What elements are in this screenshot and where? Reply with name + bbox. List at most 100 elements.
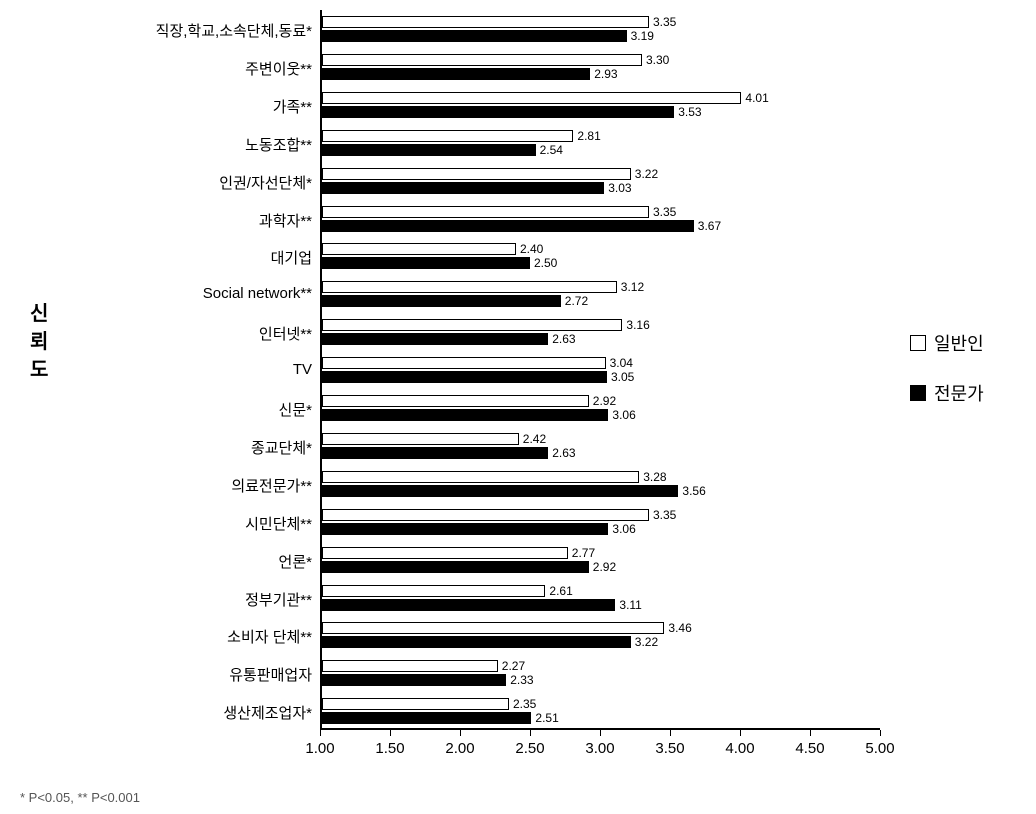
value-label-expert: 3.53 xyxy=(678,106,701,118)
value-label-general: 2.81 xyxy=(577,130,600,142)
category-label: 정부기관** xyxy=(245,589,312,610)
bar-expert xyxy=(322,333,548,345)
value-label-general: 2.77 xyxy=(572,547,595,559)
category-label: 언론* xyxy=(279,551,312,572)
bar-general xyxy=(322,357,606,369)
value-label-general: 2.35 xyxy=(513,698,536,710)
category-label: Social network** xyxy=(203,285,312,302)
bar-expert xyxy=(322,561,589,573)
x-tick-label: 5.00 xyxy=(865,740,894,757)
bar-expert xyxy=(322,68,590,80)
bar-expert xyxy=(322,144,536,156)
legend: 일반인전문가 xyxy=(910,330,984,430)
x-tick xyxy=(670,730,671,736)
value-label-expert: 2.33 xyxy=(510,674,533,686)
value-label-expert: 2.54 xyxy=(540,144,563,156)
bar-general xyxy=(322,395,589,407)
bar-general xyxy=(322,92,741,104)
value-label-general: 3.04 xyxy=(610,357,633,369)
category-label: 신문* xyxy=(279,399,312,420)
bar-expert xyxy=(322,220,694,232)
bar-general xyxy=(322,660,498,672)
category-label: 종교단체* xyxy=(251,437,312,458)
bar-expert xyxy=(322,712,531,724)
bar-expert xyxy=(322,447,548,459)
category-label: 노동조합** xyxy=(245,134,312,155)
bar-expert xyxy=(322,636,631,648)
x-tick-label: 3.00 xyxy=(585,740,614,757)
bar-general xyxy=(322,585,545,597)
value-label-expert: 2.72 xyxy=(565,295,588,307)
value-label-general: 2.40 xyxy=(520,243,543,255)
value-label-general: 3.16 xyxy=(626,319,649,331)
legend-label: 전문가 xyxy=(934,380,984,406)
footnote: * P<0.05, ** P<0.001 xyxy=(20,790,140,805)
value-label-expert: 2.63 xyxy=(552,447,575,459)
bar-expert xyxy=(322,182,604,194)
category-label: TV xyxy=(293,361,312,378)
value-label-expert: 2.63 xyxy=(552,333,575,345)
x-tick-label: 1.50 xyxy=(375,740,404,757)
bar-general xyxy=(322,433,519,445)
value-label-general: 3.30 xyxy=(646,54,669,66)
x-tick-label: 3.50 xyxy=(655,740,684,757)
category-label: 유통판매업자 xyxy=(229,664,312,685)
bar-general xyxy=(322,54,642,66)
value-label-expert: 3.11 xyxy=(619,599,641,611)
value-label-expert: 2.92 xyxy=(593,561,616,573)
value-label-general: 3.35 xyxy=(653,16,676,28)
x-tick xyxy=(530,730,531,736)
value-label-general: 2.92 xyxy=(593,395,616,407)
value-label-expert: 3.19 xyxy=(631,30,654,42)
bar-general xyxy=(322,622,664,634)
category-label: 시민단체** xyxy=(245,513,312,534)
category-label: 소비자 단체** xyxy=(227,626,312,647)
value-label-expert: 2.51 xyxy=(535,712,558,724)
legend-swatch xyxy=(910,385,926,401)
x-tick xyxy=(600,730,601,736)
value-label-general: 2.27 xyxy=(502,660,525,672)
value-label-general: 3.28 xyxy=(643,471,666,483)
bar-general xyxy=(322,130,573,142)
bar-expert xyxy=(322,599,615,611)
bar-general xyxy=(322,698,509,710)
value-label-expert: 3.06 xyxy=(612,409,635,421)
bar-expert xyxy=(322,30,627,42)
value-label-general: 2.42 xyxy=(523,433,546,445)
legend-item: 전문가 xyxy=(910,380,984,406)
category-label: 생산제조업자* xyxy=(223,702,312,723)
value-label-expert: 3.05 xyxy=(611,371,634,383)
bar-general xyxy=(322,509,649,521)
value-label-expert: 2.93 xyxy=(594,68,617,80)
bar-general xyxy=(322,281,617,293)
bar-general xyxy=(322,471,639,483)
value-label-general: 3.12 xyxy=(621,281,644,293)
category-label: 인터넷** xyxy=(259,323,312,344)
bar-expert xyxy=(322,371,607,383)
value-label-expert: 3.06 xyxy=(612,523,635,535)
category-label: 과학자** xyxy=(259,210,312,231)
bar-expert xyxy=(322,295,561,307)
value-label-expert: 3.03 xyxy=(608,182,631,194)
bar-expert xyxy=(322,106,674,118)
value-label-expert: 3.56 xyxy=(682,485,705,497)
bar-general xyxy=(322,16,649,28)
value-label-expert: 3.67 xyxy=(698,220,721,232)
bar-expert xyxy=(322,674,506,686)
bar-general xyxy=(322,243,516,255)
bar-expert xyxy=(322,257,530,269)
bar-expert xyxy=(322,409,608,421)
x-tick xyxy=(390,730,391,736)
trust-chart: 신뢰도 일반인전문가 * P<0.05, ** P<0.001 1.001.50… xyxy=(0,0,1036,814)
value-label-general: 3.46 xyxy=(668,622,691,634)
x-tick xyxy=(810,730,811,736)
value-label-general: 3.35 xyxy=(653,509,676,521)
legend-item: 일반인 xyxy=(910,330,984,356)
x-tick xyxy=(880,730,881,736)
value-label-general: 4.01 xyxy=(745,92,768,104)
x-tick-label: 1.00 xyxy=(305,740,334,757)
category-label: 직장,학교,소속단체,동료* xyxy=(156,20,312,41)
x-tick-label: 2.00 xyxy=(445,740,474,757)
legend-swatch xyxy=(910,335,926,351)
x-tick xyxy=(740,730,741,736)
